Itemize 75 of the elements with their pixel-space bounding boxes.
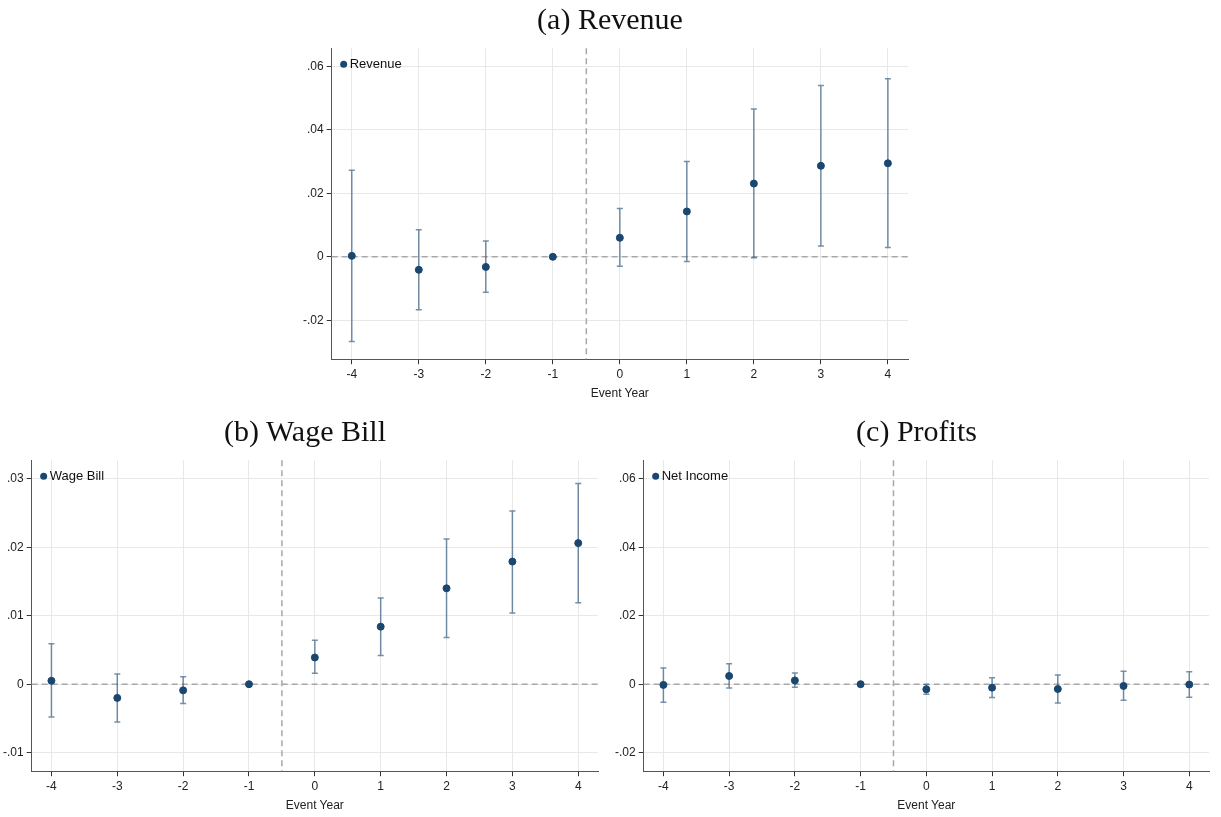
y-tick-label: .02 — [306, 185, 324, 200]
point — [725, 671, 734, 680]
x-tick-label: 4 — [884, 366, 892, 381]
y-tick-label: .02 — [6, 539, 24, 554]
point — [816, 161, 825, 170]
point — [244, 680, 253, 689]
y-tick-label: 0 — [16, 676, 24, 691]
x-tick-label: -4 — [658, 778, 670, 793]
point — [574, 539, 583, 548]
x-tick-label: 2 — [1054, 778, 1062, 793]
x-tick-label: 4 — [1185, 778, 1193, 793]
x-axis-title: Event Year — [285, 798, 344, 813]
x-tick-label: 2 — [443, 778, 451, 793]
chart-title: (c) Profits — [855, 413, 978, 449]
point — [47, 676, 56, 685]
x-tick-label: 1 — [683, 366, 691, 381]
x-tick-label: -4 — [46, 778, 58, 793]
x-tick-label: 3 — [509, 778, 517, 793]
point — [179, 686, 188, 695]
legend-label: Revenue — [349, 55, 402, 71]
point — [481, 262, 490, 271]
point — [442, 584, 451, 593]
point — [347, 251, 356, 260]
x-tick-label: -2 — [177, 778, 189, 793]
point — [1053, 685, 1062, 693]
point — [376, 622, 385, 631]
x-tick-label: -4 — [346, 366, 358, 381]
y-tick-label: -.02 — [302, 312, 324, 327]
legend-label: Net Income — [661, 467, 729, 483]
point — [310, 653, 319, 662]
point — [682, 207, 691, 216]
x-tick-label: 4 — [574, 778, 582, 793]
point — [856, 680, 865, 689]
point — [548, 252, 557, 261]
point — [615, 233, 624, 242]
x-tick-label: 3 — [1120, 778, 1128, 793]
x-tick-label: -2 — [480, 366, 492, 381]
y-tick-label: -.02 — [614, 745, 636, 760]
y-tick-label: -.01 — [2, 745, 24, 760]
x-tick-label: -3 — [723, 778, 735, 793]
point — [1119, 681, 1128, 690]
y-tick-label: .01 — [6, 608, 24, 623]
y-tick-label: .04 — [306, 122, 324, 137]
point — [988, 683, 997, 692]
point — [414, 265, 423, 274]
y-tick-label: .04 — [618, 539, 636, 554]
y-tick-label: .02 — [618, 608, 636, 623]
point — [1185, 680, 1194, 689]
x-axis-title: Event Year — [897, 798, 956, 813]
x-tick-label: -3 — [413, 366, 425, 381]
x-tick-label: 2 — [750, 366, 758, 381]
legend-label: Wage Bill — [49, 467, 105, 483]
x-tick-label: -2 — [789, 778, 801, 793]
point — [883, 159, 892, 168]
point — [790, 676, 799, 685]
point — [749, 179, 758, 188]
chart-title: (b) Wage Bill — [223, 413, 387, 449]
y-tick-label: .06 — [618, 471, 636, 486]
point — [508, 557, 517, 566]
x-axis-title: Event Year — [590, 386, 649, 401]
y-tick-label: 0 — [628, 676, 636, 691]
x-tick-label: -1 — [243, 778, 255, 793]
x-tick-label: -1 — [855, 778, 867, 793]
x-tick-label: -3 — [111, 778, 123, 793]
y-tick-label: 0 — [316, 249, 324, 264]
point — [113, 693, 122, 702]
point — [659, 680, 668, 689]
x-tick-label: 3 — [817, 366, 825, 381]
x-tick-label: 0 — [923, 778, 930, 793]
y-tick-label: .03 — [6, 471, 24, 486]
x-tick-label: 1 — [988, 778, 996, 793]
x-tick-label: -1 — [547, 366, 559, 381]
x-tick-label: 1 — [377, 778, 385, 793]
chart-title: (a) Revenue — [536, 1, 684, 37]
y-tick-label: .06 — [306, 58, 324, 73]
